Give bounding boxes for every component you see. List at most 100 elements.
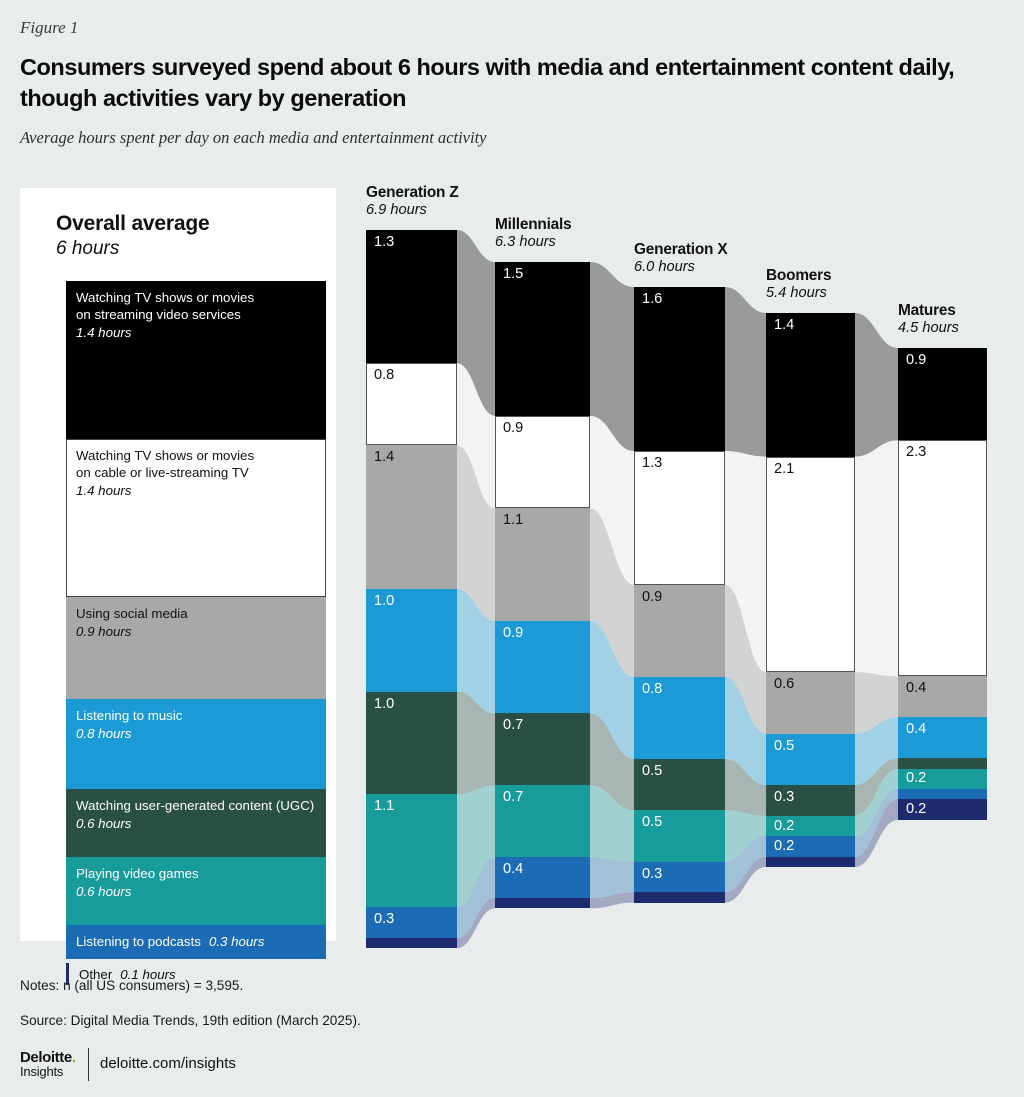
column-total: 4.5 hours bbox=[898, 320, 959, 336]
bar-segment bbox=[898, 676, 987, 718]
bar-segment bbox=[495, 621, 590, 714]
ribbon-4 bbox=[457, 589, 495, 714]
bar-segment bbox=[766, 784, 855, 816]
ribbon-3 bbox=[725, 584, 766, 734]
ribbon-5 bbox=[457, 691, 495, 795]
bar-segment bbox=[634, 892, 725, 903]
ribbon-3 bbox=[457, 445, 495, 622]
legend-item-label: Playing video games bbox=[76, 866, 199, 881]
column-title-generation-x: Generation X 6.0 hours bbox=[634, 241, 728, 275]
ribbon-7 bbox=[457, 857, 495, 938]
legend-item-hours: 1.4 hours bbox=[76, 483, 132, 499]
bar-segment bbox=[766, 733, 855, 785]
bar-segment bbox=[634, 758, 725, 811]
bar-segment bbox=[366, 937, 457, 949]
bar-segment bbox=[366, 363, 457, 446]
ribbon-2 bbox=[590, 415, 634, 585]
figure-subtitle: Average hours spent per day on each medi… bbox=[20, 128, 487, 147]
legend-item-hours: 0.1 hours bbox=[120, 966, 176, 982]
bar-segment bbox=[634, 861, 725, 893]
ribbon-4 bbox=[855, 717, 898, 785]
bar-segment bbox=[766, 836, 855, 857]
ribbon-5 bbox=[855, 758, 898, 816]
legend-item-hours: 1.4 hours bbox=[76, 325, 132, 341]
ribbon-7 bbox=[855, 789, 898, 857]
logo-deloitte: Deloitte. bbox=[20, 1049, 76, 1066]
ribbon-6 bbox=[855, 768, 898, 837]
bar-segment bbox=[766, 313, 855, 457]
legend-item: Watching TV shows or movies on cable or l… bbox=[66, 439, 326, 597]
ribbon-1 bbox=[725, 287, 766, 457]
bar-segment bbox=[898, 348, 987, 441]
legend-item-label: Listening to music bbox=[76, 708, 183, 723]
ribbon-8 bbox=[590, 892, 634, 909]
column-name: Boomers bbox=[766, 267, 832, 284]
deloitte-logo: Deloitte. Insights bbox=[20, 1050, 76, 1078]
bar-segment bbox=[366, 230, 457, 364]
ribbon-7 bbox=[725, 836, 766, 893]
bar-segment bbox=[766, 856, 855, 868]
legend-item-other: Other 0.1 hours bbox=[66, 963, 326, 985]
ribbon-3 bbox=[855, 672, 898, 734]
bar-segment bbox=[898, 799, 987, 820]
page-title: Consumers surveyed spend about 6 hours w… bbox=[20, 54, 955, 112]
legend-total: 6 hours bbox=[56, 238, 120, 259]
column-total: 6.0 hours bbox=[634, 259, 695, 275]
legend-item-label: Other bbox=[79, 966, 113, 982]
ribbon-1 bbox=[457, 230, 495, 416]
bar-segment bbox=[634, 451, 725, 585]
legend-item-hours: 0.3 hours bbox=[208, 934, 265, 949]
legend-item: Watching user-generated content (UGC) 0.6… bbox=[66, 789, 326, 857]
legend-item: Listening to music 0.8 hours bbox=[66, 699, 326, 789]
ribbon-5 bbox=[590, 713, 634, 811]
column-total: 5.4 hours bbox=[766, 285, 827, 301]
column-name: Millennials bbox=[495, 216, 572, 233]
deloitte-url[interactable]: deloitte.com/insights bbox=[100, 1055, 236, 1072]
bar-segment bbox=[495, 508, 590, 622]
legend-item: Using social media 0.9 hours bbox=[66, 597, 326, 699]
bar-segment bbox=[634, 676, 725, 759]
column-total: 6.9 hours bbox=[366, 202, 427, 218]
figure-label: Figure 1 bbox=[20, 18, 79, 37]
ribbon-8 bbox=[855, 799, 898, 868]
legend-item-label: Listening to podcasts bbox=[76, 934, 201, 949]
ribbon-8 bbox=[457, 898, 495, 949]
bar-segment bbox=[766, 815, 855, 837]
legend-item-hours: 0.8 hours bbox=[76, 726, 132, 742]
legend-item-label: Watching user-generated content (UGC) bbox=[76, 798, 315, 813]
legend-item-label: Watching TV shows or movies on streaming … bbox=[76, 290, 255, 323]
ribbon-2 bbox=[725, 451, 766, 673]
bar-segment bbox=[898, 758, 987, 769]
logo-insights: Insights bbox=[20, 1064, 64, 1079]
source-line: Source: Digital Media Trends, 19th editi… bbox=[20, 1013, 361, 1028]
ribbon-1 bbox=[590, 262, 634, 452]
bar-segment bbox=[366, 589, 457, 692]
ribbon-4 bbox=[590, 621, 634, 759]
column-title-boomers: Boomers 5.4 hours bbox=[766, 267, 832, 301]
logo-divider bbox=[88, 1048, 89, 1081]
bar-segment bbox=[634, 810, 725, 862]
ribbon-8 bbox=[725, 856, 766, 903]
bar-segment bbox=[495, 785, 590, 858]
legend-item: Watching TV shows or movies on streaming … bbox=[66, 281, 326, 439]
column-total: 6.3 hours bbox=[495, 234, 556, 250]
bar-segment bbox=[898, 717, 987, 759]
bar-segment bbox=[366, 691, 457, 795]
bar-segment bbox=[898, 789, 987, 800]
bar-segment bbox=[495, 262, 590, 416]
legend-item-hours: 0.9 hours bbox=[76, 624, 132, 640]
ribbon-2 bbox=[855, 440, 898, 677]
legend-stack: Watching TV shows or movies on streaming … bbox=[66, 281, 326, 985]
bar-segment bbox=[898, 440, 987, 677]
bar-segment bbox=[634, 287, 725, 452]
legend-heading-group: Overall average 6 hours bbox=[56, 212, 210, 260]
ribbon-4 bbox=[725, 676, 766, 785]
bar-segment bbox=[495, 898, 590, 909]
legend-item-label: Watching TV shows or movies on cable or l… bbox=[76, 448, 255, 481]
legend-item: Listening to podcasts 0.3 hours bbox=[66, 925, 326, 959]
column-name: Generation X bbox=[634, 241, 728, 258]
legend-item-hours: 0.6 hours bbox=[76, 884, 132, 900]
bar-segment bbox=[766, 456, 855, 673]
